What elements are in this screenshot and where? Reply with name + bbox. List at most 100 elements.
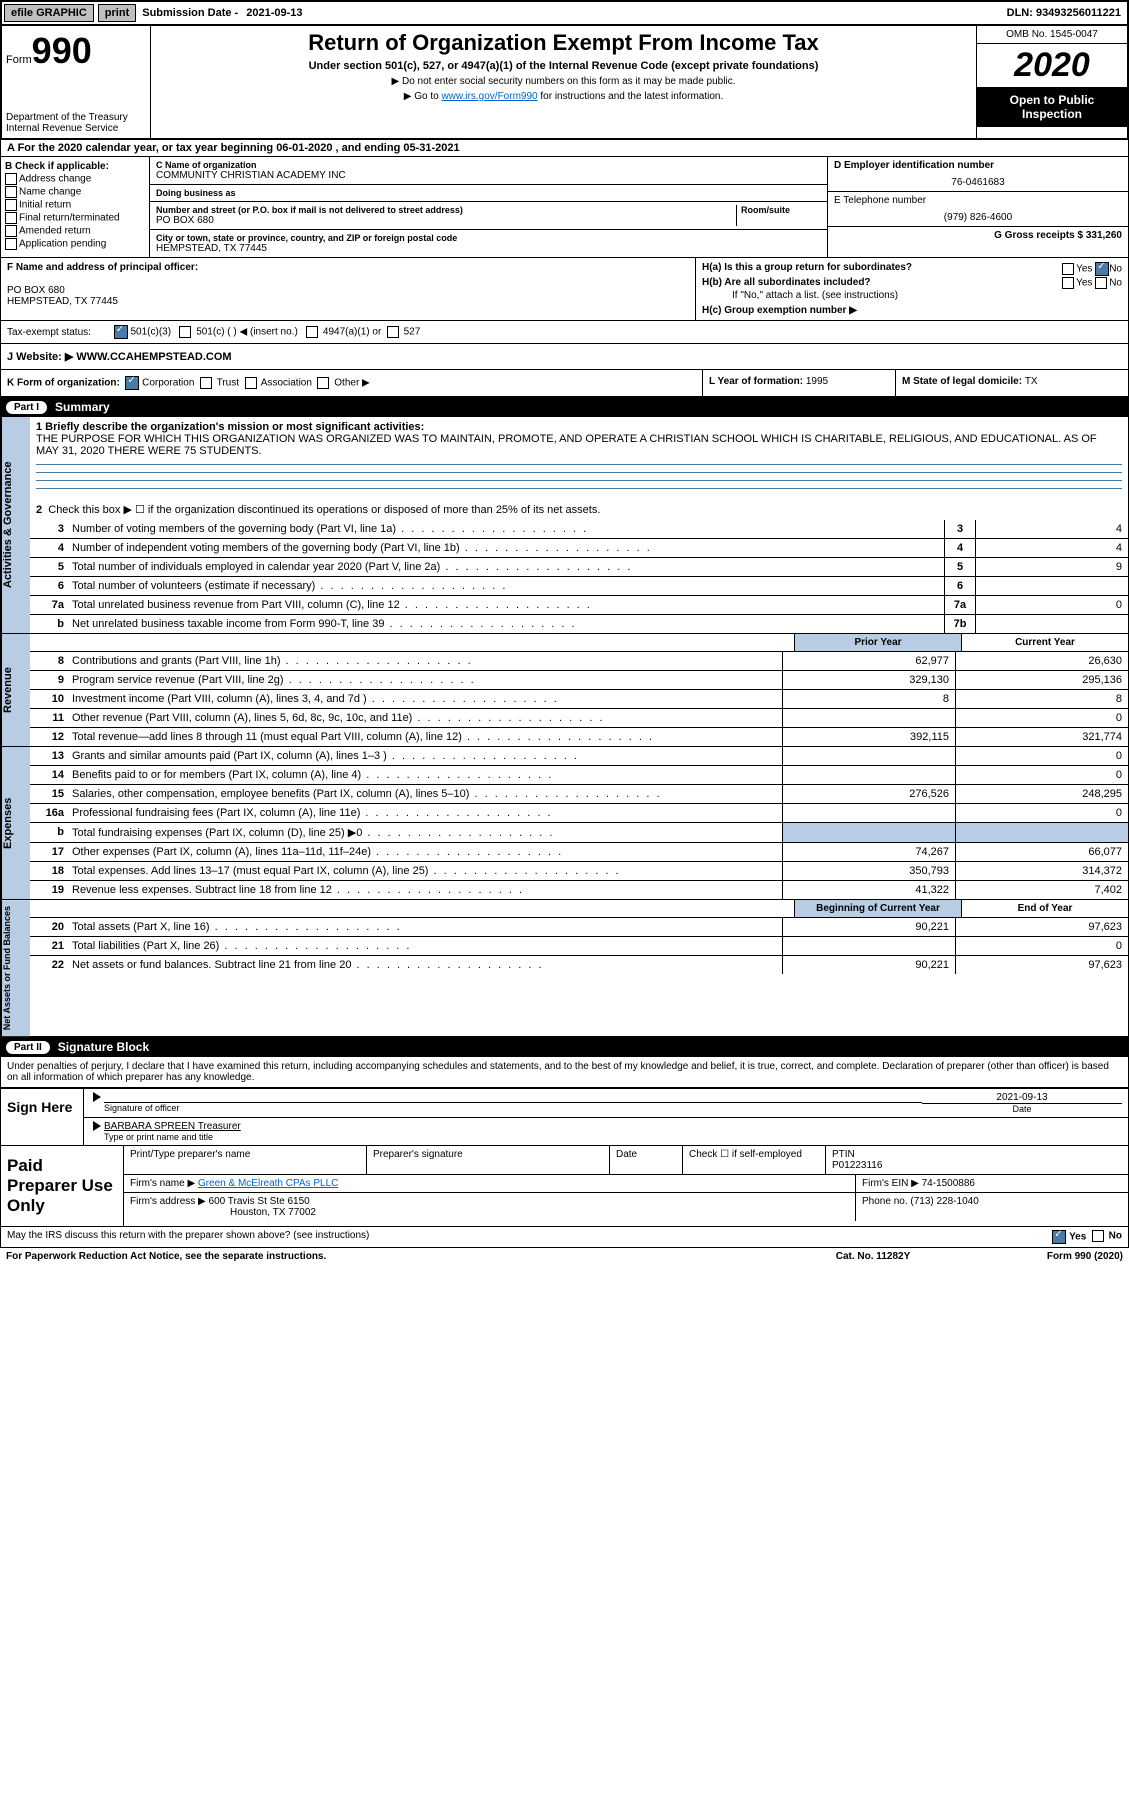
officer-name: BARBARA SPREEN Treasurer: [104, 1121, 1122, 1132]
open-public-badge: Open to Public Inspection: [977, 87, 1127, 127]
chk-527[interactable]: [387, 326, 399, 338]
city-value: HEMPSTEAD, TX 77445: [156, 243, 821, 254]
discuss-yes[interactable]: Yes: [1052, 1230, 1086, 1244]
table-row: 21 Total liabilities (Part X, line 26) 0: [30, 937, 1128, 956]
sig-date-label: Date: [922, 1103, 1122, 1114]
hdr-end: End of Year: [961, 900, 1128, 917]
table-row: 9 Program service revenue (Part VIII, li…: [30, 671, 1128, 690]
chk-other[interactable]: [317, 377, 329, 389]
table-row: b Total fundraising expenses (Part IX, c…: [30, 823, 1128, 843]
header-title-block: Return of Organization Exempt From Incom…: [151, 26, 976, 138]
table-row: 4 Number of independent voting members o…: [30, 539, 1128, 558]
hdr-prior: Prior Year: [794, 634, 961, 651]
m-value: TX: [1025, 376, 1038, 387]
gross-receipts-box: G Gross receipts $ 331,260: [828, 227, 1128, 244]
table-row: 7a Total unrelated business revenue from…: [30, 596, 1128, 615]
room-label: Room/suite: [741, 205, 821, 215]
col-b-checkboxes: B Check if applicable: Address change Na…: [1, 157, 150, 257]
l-label: L Year of formation:: [709, 376, 806, 387]
paperwork-notice: For Paperwork Reduction Act Notice, see …: [6, 1251, 773, 1262]
form-number: 990: [32, 30, 92, 71]
l-value: 1995: [806, 376, 828, 387]
line1-block: 1 Briefly describe the organization's mi…: [30, 417, 1128, 499]
city-label: City or town, state or province, country…: [156, 233, 821, 243]
opt-other: Other ▶: [334, 378, 369, 389]
hdr-blank: [30, 634, 68, 651]
chk-corp[interactable]: [125, 376, 139, 390]
chk-501c3[interactable]: [114, 325, 128, 339]
hb-note: If "No," attach a list. (see instruction…: [702, 290, 1122, 301]
hb-label: H(b) Are all subordinates included?: [702, 277, 871, 288]
chk-address-change[interactable]: Address change: [5, 173, 145, 185]
form-word: Form: [6, 54, 32, 66]
side-revenue: Revenue: [1, 634, 30, 746]
chk-final-return[interactable]: Final return/terminated: [5, 212, 145, 224]
sig-date-value: 2021-09-13: [922, 1092, 1122, 1103]
table-row: 3 Number of voting members of the govern…: [30, 520, 1128, 539]
city-box: City or town, state or province, country…: [150, 230, 827, 257]
firm-addr1: 600 Travis St Ste 6150: [209, 1196, 310, 1207]
website-row: J Website: ▶ WWW.CCAHEMPSTEAD.COM: [0, 344, 1129, 370]
chk-app-pending[interactable]: Application pending: [5, 238, 145, 250]
chk-trust[interactable]: [200, 377, 212, 389]
discuss-no[interactable]: No: [1092, 1230, 1122, 1244]
tax-year: 2020: [977, 44, 1127, 87]
hc-label: H(c) Group exemption number ▶: [702, 305, 857, 316]
m-state: M State of legal domicile: TX: [895, 370, 1128, 396]
website-value: WWW.CCAHEMPSTEAD.COM: [76, 351, 231, 363]
principal-officer-box: F Name and address of principal officer:…: [1, 258, 695, 320]
addr-value: PO BOX 680: [156, 215, 736, 226]
opt-501c: 501(c) ( ) ◀ (insert no.): [196, 327, 298, 338]
chk-name-change[interactable]: Name change: [5, 186, 145, 198]
chk-4947[interactable]: [306, 326, 318, 338]
table-row: 14 Benefits paid to or for members (Part…: [30, 766, 1128, 785]
ein-label2: Firm's EIN ▶: [862, 1178, 919, 1189]
col-b-header: B Check if applicable:: [5, 161, 145, 172]
part2-num: Part II: [6, 1041, 50, 1054]
firm-addr-label: Firm's address ▶: [130, 1196, 206, 1207]
irs-link[interactable]: www.irs.gov/Form990: [441, 91, 537, 102]
discuss-text: May the IRS discuss this return with the…: [7, 1230, 1052, 1244]
paid-preparer-label: Paid Preparer Use Only: [1, 1146, 124, 1226]
table-row: 17 Other expenses (Part IX, column (A), …: [30, 843, 1128, 862]
phone-label: E Telephone number: [834, 195, 1122, 206]
opt-trust: Trust: [217, 378, 239, 389]
table-row: 5 Total number of individuals employed i…: [30, 558, 1128, 577]
prep-selfemp: Check ☐ if self-employed: [683, 1146, 826, 1174]
chk-501c[interactable]: [179, 326, 191, 338]
table-row: 22 Net assets or fund balances. Subtract…: [30, 956, 1128, 974]
ptin-value: P01223116: [832, 1160, 882, 1171]
gross-value: 331,260: [1086, 230, 1122, 241]
ein-box: D Employer identification number 76-0461…: [828, 157, 1128, 192]
chk-initial-return[interactable]: Initial return: [5, 199, 145, 211]
h-block: H(a) Is this a group return for subordin…: [695, 258, 1128, 320]
chk-assoc[interactable]: [245, 377, 257, 389]
m-label: M State of legal domicile:: [902, 376, 1025, 387]
f-addr2: HEMPSTEAD, TX 77445: [7, 296, 689, 307]
opt-4947: 4947(a)(1) or: [323, 327, 381, 338]
firm-addr2: Houston, TX 77002: [130, 1207, 316, 1218]
efile-button[interactable]: efile GRAPHIC: [4, 4, 94, 22]
subtitle-3: ▶ Go to www.irs.gov/Form990 for instruct…: [161, 91, 966, 102]
table-row: 18 Total expenses. Add lines 13–17 (must…: [30, 862, 1128, 881]
ptin-label: PTIN: [832, 1149, 855, 1160]
phone-value: (979) 826-4600: [834, 212, 1122, 223]
gross-label: G Gross receipts $: [994, 230, 1086, 241]
table-row: 16a Professional fundraising fees (Part …: [30, 804, 1128, 823]
chk-amended[interactable]: Amended return: [5, 225, 145, 237]
firm-name[interactable]: Green & McElreath CPAs PLLC: [198, 1178, 338, 1189]
sub3-pre: ▶ Go to: [404, 91, 442, 102]
prep-date-hdr: Date: [610, 1146, 683, 1174]
hdr-beginning: Beginning of Current Year: [794, 900, 961, 917]
ein-label: D Employer identification number: [834, 160, 1122, 171]
hdr-current: Current Year: [961, 634, 1128, 651]
cat-no: Cat. No. 11282Y: [773, 1251, 973, 1262]
table-row: 15 Salaries, other compensation, employe…: [30, 785, 1128, 804]
hdr-desc: [68, 634, 794, 651]
declaration-text: Under penalties of perjury, I declare th…: [0, 1057, 1129, 1088]
tax-status-row: Tax-exempt status: 501(c)(3) 501(c) ( ) …: [0, 321, 1129, 344]
print-button[interactable]: print: [98, 4, 136, 22]
org-name-value: COMMUNITY CHRISTIAN ACADEMY INC: [156, 170, 821, 181]
submission-date: 2021-09-13: [242, 7, 306, 19]
ein-value: 76-0461683: [834, 177, 1122, 188]
